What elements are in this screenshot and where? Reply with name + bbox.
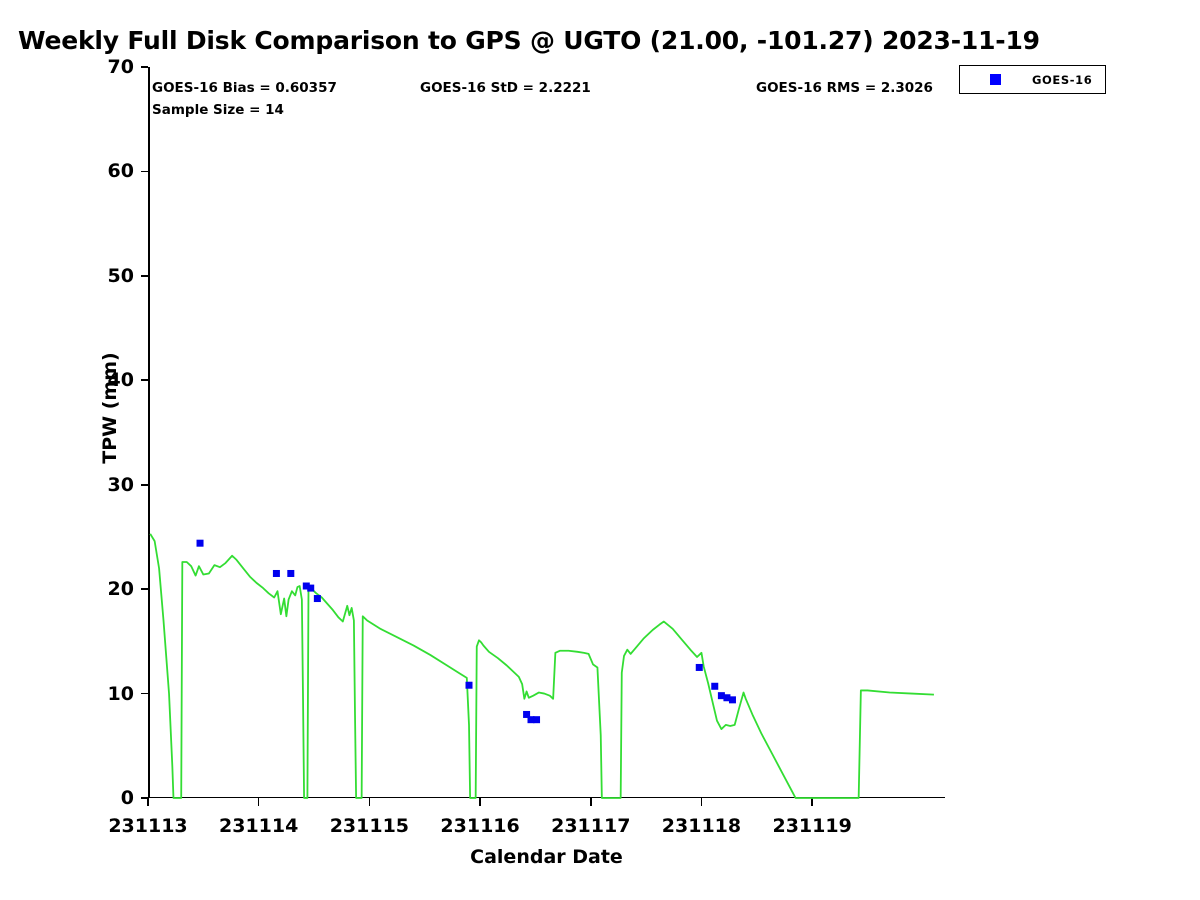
data-point-marker <box>313 595 321 603</box>
data-point-marker <box>695 663 703 671</box>
y-axis-tick <box>141 692 148 695</box>
y-axis-tick <box>141 483 148 486</box>
stat-bias-label: GOES-16 Bias = 0.60357 <box>152 80 337 96</box>
y-axis-tick-label: 50 <box>107 264 134 287</box>
series-line-gps <box>149 533 934 799</box>
y-axis-line <box>148 67 150 798</box>
y-axis-tick <box>141 66 148 68</box>
y-axis-tick <box>141 275 148 277</box>
legend-box: GOES-16 <box>959 65 1106 94</box>
x-axis-tick <box>147 796 149 806</box>
x-axis-tick-label: 231116 <box>440 815 520 837</box>
x-axis-tick-label: 231113 <box>108 815 188 837</box>
data-point-marker <box>533 716 541 724</box>
data-point-marker <box>723 694 731 702</box>
data-point-marker <box>728 696 736 704</box>
plot-area: 0 10 20 30 40 50 60 70 231113 231114 231115 231116… <box>99 58 945 868</box>
page-title: Weekly Full Disk Comparison to GPS @ UGT… <box>18 26 1040 55</box>
y-axis-tick <box>141 588 148 590</box>
y-axis-tick <box>141 379 148 382</box>
data-series-layer <box>149 533 934 799</box>
x-axis-tick <box>479 796 481 806</box>
data-point-marker <box>287 569 295 577</box>
x-axis-tick <box>368 796 371 806</box>
x-axis-tick-label: 231118 <box>661 815 742 837</box>
y-axis-tick-label: 30 <box>107 473 134 496</box>
x-axis-tick <box>257 796 260 806</box>
data-point-marker <box>307 584 315 592</box>
stat-std-label: GOES-16 StD = 2.2221 <box>420 80 591 96</box>
data-point-marker <box>527 716 535 724</box>
data-point-marker <box>717 692 725 700</box>
y-axis-tick-label: 20 <box>107 578 134 601</box>
stat-rms-label: GOES-16 RMS = 2.3026 <box>756 80 933 96</box>
legend-label-goes16: GOES-16 <box>1032 72 1093 87</box>
legend-swatch-goes16-icon <box>990 74 1001 85</box>
x-axis-tick <box>700 796 703 806</box>
y-axis-tick-label: 70 <box>107 56 134 78</box>
y-axis-tick-label: 40 <box>107 369 134 392</box>
x-axis-line <box>148 796 945 799</box>
data-point-marker <box>196 539 204 547</box>
x-axis-tick-label: 231115 <box>329 815 410 837</box>
x-axis-tick-label: 231117 <box>551 815 631 837</box>
stat-sample-size-label: Sample Size = 14 <box>152 102 284 118</box>
data-point-marker <box>465 681 473 689</box>
x-axis-tick-label: 231119 <box>772 815 852 837</box>
series-scatter-goes16 <box>196 539 736 724</box>
y-axis-tick <box>141 170 148 173</box>
y-axis-title: TPW (mm) <box>99 352 121 464</box>
y-axis-tick-label: 60 <box>107 160 134 183</box>
x-axis-tick <box>811 796 813 806</box>
data-point-marker <box>302 582 310 590</box>
y-axis-tick-label: 0 <box>120 787 134 809</box>
data-point-marker <box>272 569 280 577</box>
y-axis-tick-label: 10 <box>107 682 134 705</box>
x-axis-tick-label: 231114 <box>219 815 299 837</box>
data-point-marker <box>711 682 719 690</box>
y-axis-tick <box>141 797 148 799</box>
x-axis-title: Calendar Date <box>470 846 623 868</box>
data-point-marker <box>523 710 531 718</box>
x-axis-tick <box>589 796 592 806</box>
